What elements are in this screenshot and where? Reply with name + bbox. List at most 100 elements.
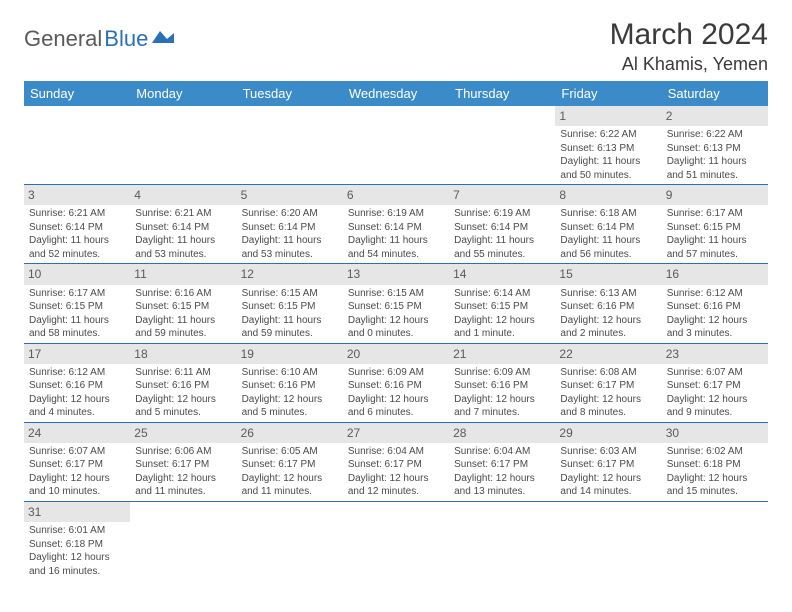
sunset-text: Sunset: 6:15 PM (242, 300, 338, 314)
calendar-cell (237, 106, 343, 185)
calendar-body: 1Sunrise: 6:22 AMSunset: 6:13 PMDaylight… (24, 106, 768, 580)
calendar-cell: 3Sunrise: 6:21 AMSunset: 6:14 PMDaylight… (24, 185, 130, 264)
sunset-text: Sunset: 6:18 PM (29, 538, 125, 552)
weekday-header: Wednesday (343, 81, 449, 106)
daylight-text: Daylight: 11 hours and 57 minutes. (667, 234, 763, 261)
calendar-cell: 27Sunrise: 6:04 AMSunset: 6:17 PMDayligh… (343, 422, 449, 501)
daylight-text: Daylight: 11 hours and 55 minutes. (454, 234, 550, 261)
location: Al Khamis, Yemen (610, 54, 768, 75)
sunset-text: Sunset: 6:18 PM (667, 458, 763, 472)
sunset-text: Sunset: 6:16 PM (348, 379, 444, 393)
day-number: 2 (662, 106, 768, 126)
calendar-cell: 19Sunrise: 6:10 AMSunset: 6:16 PMDayligh… (237, 343, 343, 422)
sunrise-text: Sunrise: 6:19 AM (454, 207, 550, 221)
daylight-text: Daylight: 11 hours and 54 minutes. (348, 234, 444, 261)
calendar-cell: 29Sunrise: 6:03 AMSunset: 6:17 PMDayligh… (555, 422, 661, 501)
daylight-text: Daylight: 11 hours and 59 minutes. (135, 314, 231, 341)
logo-text-blue: Blue (104, 26, 148, 52)
sunset-text: Sunset: 6:14 PM (454, 221, 550, 235)
day-number: 12 (237, 264, 343, 284)
day-number: 21 (449, 344, 555, 364)
calendar-cell: 18 Sunrise: 6:11 AMSunset: 6:16 PMDayligh… (130, 343, 236, 422)
day-number: 10 (24, 264, 130, 284)
header: GeneralBlue March 2024 Al Khamis, Yemen (24, 18, 768, 75)
daylight-text: Daylight: 11 hours and 56 minutes. (560, 234, 656, 261)
daylight-text: Daylight: 12 hours and 13 minutes. (454, 472, 550, 499)
sunrise-text: Sunrise: 6:18 AM (560, 207, 656, 221)
calendar-cell (343, 106, 449, 185)
sunrise-text: Sunrise: 6:09 AM (348, 366, 444, 380)
calendar-cell: 21Sunrise: 6:09 AMSunset: 6:16 PMDayligh… (449, 343, 555, 422)
calendar-cell (662, 501, 768, 580)
sunrise-text: Sunrise: 6:16 AM (135, 287, 231, 301)
sunset-text: Sunset: 6:14 PM (29, 221, 125, 235)
day-number: 24 (24, 423, 130, 443)
sunset-text: Sunset: 6:15 PM (348, 300, 444, 314)
sunrise-text: Sunrise: 6:17 AM (667, 207, 763, 221)
day-number: 29 (555, 423, 661, 443)
logo: GeneralBlue (24, 18, 174, 52)
calendar-cell: 1Sunrise: 6:22 AMSunset: 6:13 PMDaylight… (555, 106, 661, 185)
day-number: 9 (662, 185, 768, 205)
calendar-cell: 10Sunrise: 6:17 AMSunset: 6:15 PMDayligh… (24, 264, 130, 343)
calendar-cell: 11Sunrise: 6:16 AMSunset: 6:15 PMDayligh… (130, 264, 236, 343)
sunrise-text: Sunrise: 6:22 AM (560, 128, 656, 142)
day-number: 5 (237, 185, 343, 205)
calendar-cell: 9Sunrise: 6:17 AMSunset: 6:15 PMDaylight… (662, 185, 768, 264)
day-number: 7 (449, 185, 555, 205)
calendar-cell: 22Sunrise: 6:08 AMSunset: 6:17 PMDayligh… (555, 343, 661, 422)
sunset-text: Sunset: 6:16 PM (242, 379, 338, 393)
calendar-cell: 15Sunrise: 6:13 AMSunset: 6:16 PMDayligh… (555, 264, 661, 343)
sunrise-text: Sunrise: 6:12 AM (29, 366, 125, 380)
sunrise-text: Sunrise: 6:12 AM (667, 287, 763, 301)
calendar-cell: 2Sunrise: 6:22 AMSunset: 6:13 PMDaylight… (662, 106, 768, 185)
sunrise-text: Sunrise: 6:14 AM (454, 287, 550, 301)
weekday-header: Monday (130, 81, 236, 106)
sunrise-text: Sunrise: 6:11 AM (135, 366, 231, 380)
daylight-text: Daylight: 12 hours and 11 minutes. (135, 472, 231, 499)
sunset-text: Sunset: 6:17 PM (667, 379, 763, 393)
calendar-cell: 26Sunrise: 6:05 AMSunset: 6:17 PMDayligh… (237, 422, 343, 501)
sunrise-text: Sunrise: 6:19 AM (348, 207, 444, 221)
calendar-cell: 14Sunrise: 6:14 AMSunset: 6:15 PMDayligh… (449, 264, 555, 343)
calendar-cell: 25Sunrise: 6:06 AMSunset: 6:17 PMDayligh… (130, 422, 236, 501)
sunset-text: Sunset: 6:16 PM (667, 300, 763, 314)
daylight-text: Daylight: 12 hours and 8 minutes. (560, 393, 656, 420)
daylight-text: Daylight: 12 hours and 4 minutes. (29, 393, 125, 420)
calendar-head: SundayMondayTuesdayWednesdayThursdayFrid… (24, 81, 768, 106)
calendar-cell: 30Sunrise: 6:02 AMSunset: 6:18 PMDayligh… (662, 422, 768, 501)
calendar-cell (343, 501, 449, 580)
day-number: 18 (130, 344, 236, 364)
sunset-text: Sunset: 6:14 PM (242, 221, 338, 235)
day-number: 23 (662, 344, 768, 364)
sunrise-text: Sunrise: 6:15 AM (242, 287, 338, 301)
calendar-cell: 13Sunrise: 6:15 AMSunset: 6:15 PMDayligh… (343, 264, 449, 343)
sunset-text: Sunset: 6:16 PM (29, 379, 125, 393)
sunrise-text: Sunrise: 6:17 AM (29, 287, 125, 301)
sunset-text: Sunset: 6:17 PM (560, 379, 656, 393)
day-number: 20 (343, 344, 449, 364)
calendar-cell (130, 106, 236, 185)
sunset-text: Sunset: 6:16 PM (135, 379, 231, 393)
sunrise-text: Sunrise: 6:08 AM (560, 366, 656, 380)
sunrise-text: Sunrise: 6:06 AM (135, 445, 231, 459)
daylight-text: Daylight: 11 hours and 51 minutes. (667, 155, 763, 182)
day-number: 4 (130, 185, 236, 205)
sunrise-text: Sunrise: 6:10 AM (242, 366, 338, 380)
calendar-cell (130, 501, 236, 580)
day-number: 15 (555, 264, 661, 284)
daylight-text: Daylight: 12 hours and 5 minutes. (135, 393, 231, 420)
day-number: 30 (662, 423, 768, 443)
calendar-cell: 7 Sunrise: 6:19 AMSunset: 6:14 PMDaylight… (449, 185, 555, 264)
daylight-text: Daylight: 12 hours and 12 minutes. (348, 472, 444, 499)
day-number: 11 (130, 264, 236, 284)
sunrise-text: Sunrise: 6:21 AM (135, 207, 231, 221)
sunrise-text: Sunrise: 6:02 AM (667, 445, 763, 459)
calendar-cell: 5Sunrise: 6:20 AMSunset: 6:14 PMDaylight… (237, 185, 343, 264)
day-number: 19 (237, 344, 343, 364)
sunrise-text: Sunrise: 6:03 AM (560, 445, 656, 459)
sunset-text: Sunset: 6:16 PM (454, 379, 550, 393)
day-number: 28 (449, 423, 555, 443)
sunrise-text: Sunrise: 6:13 AM (560, 287, 656, 301)
sunset-text: Sunset: 6:14 PM (348, 221, 444, 235)
